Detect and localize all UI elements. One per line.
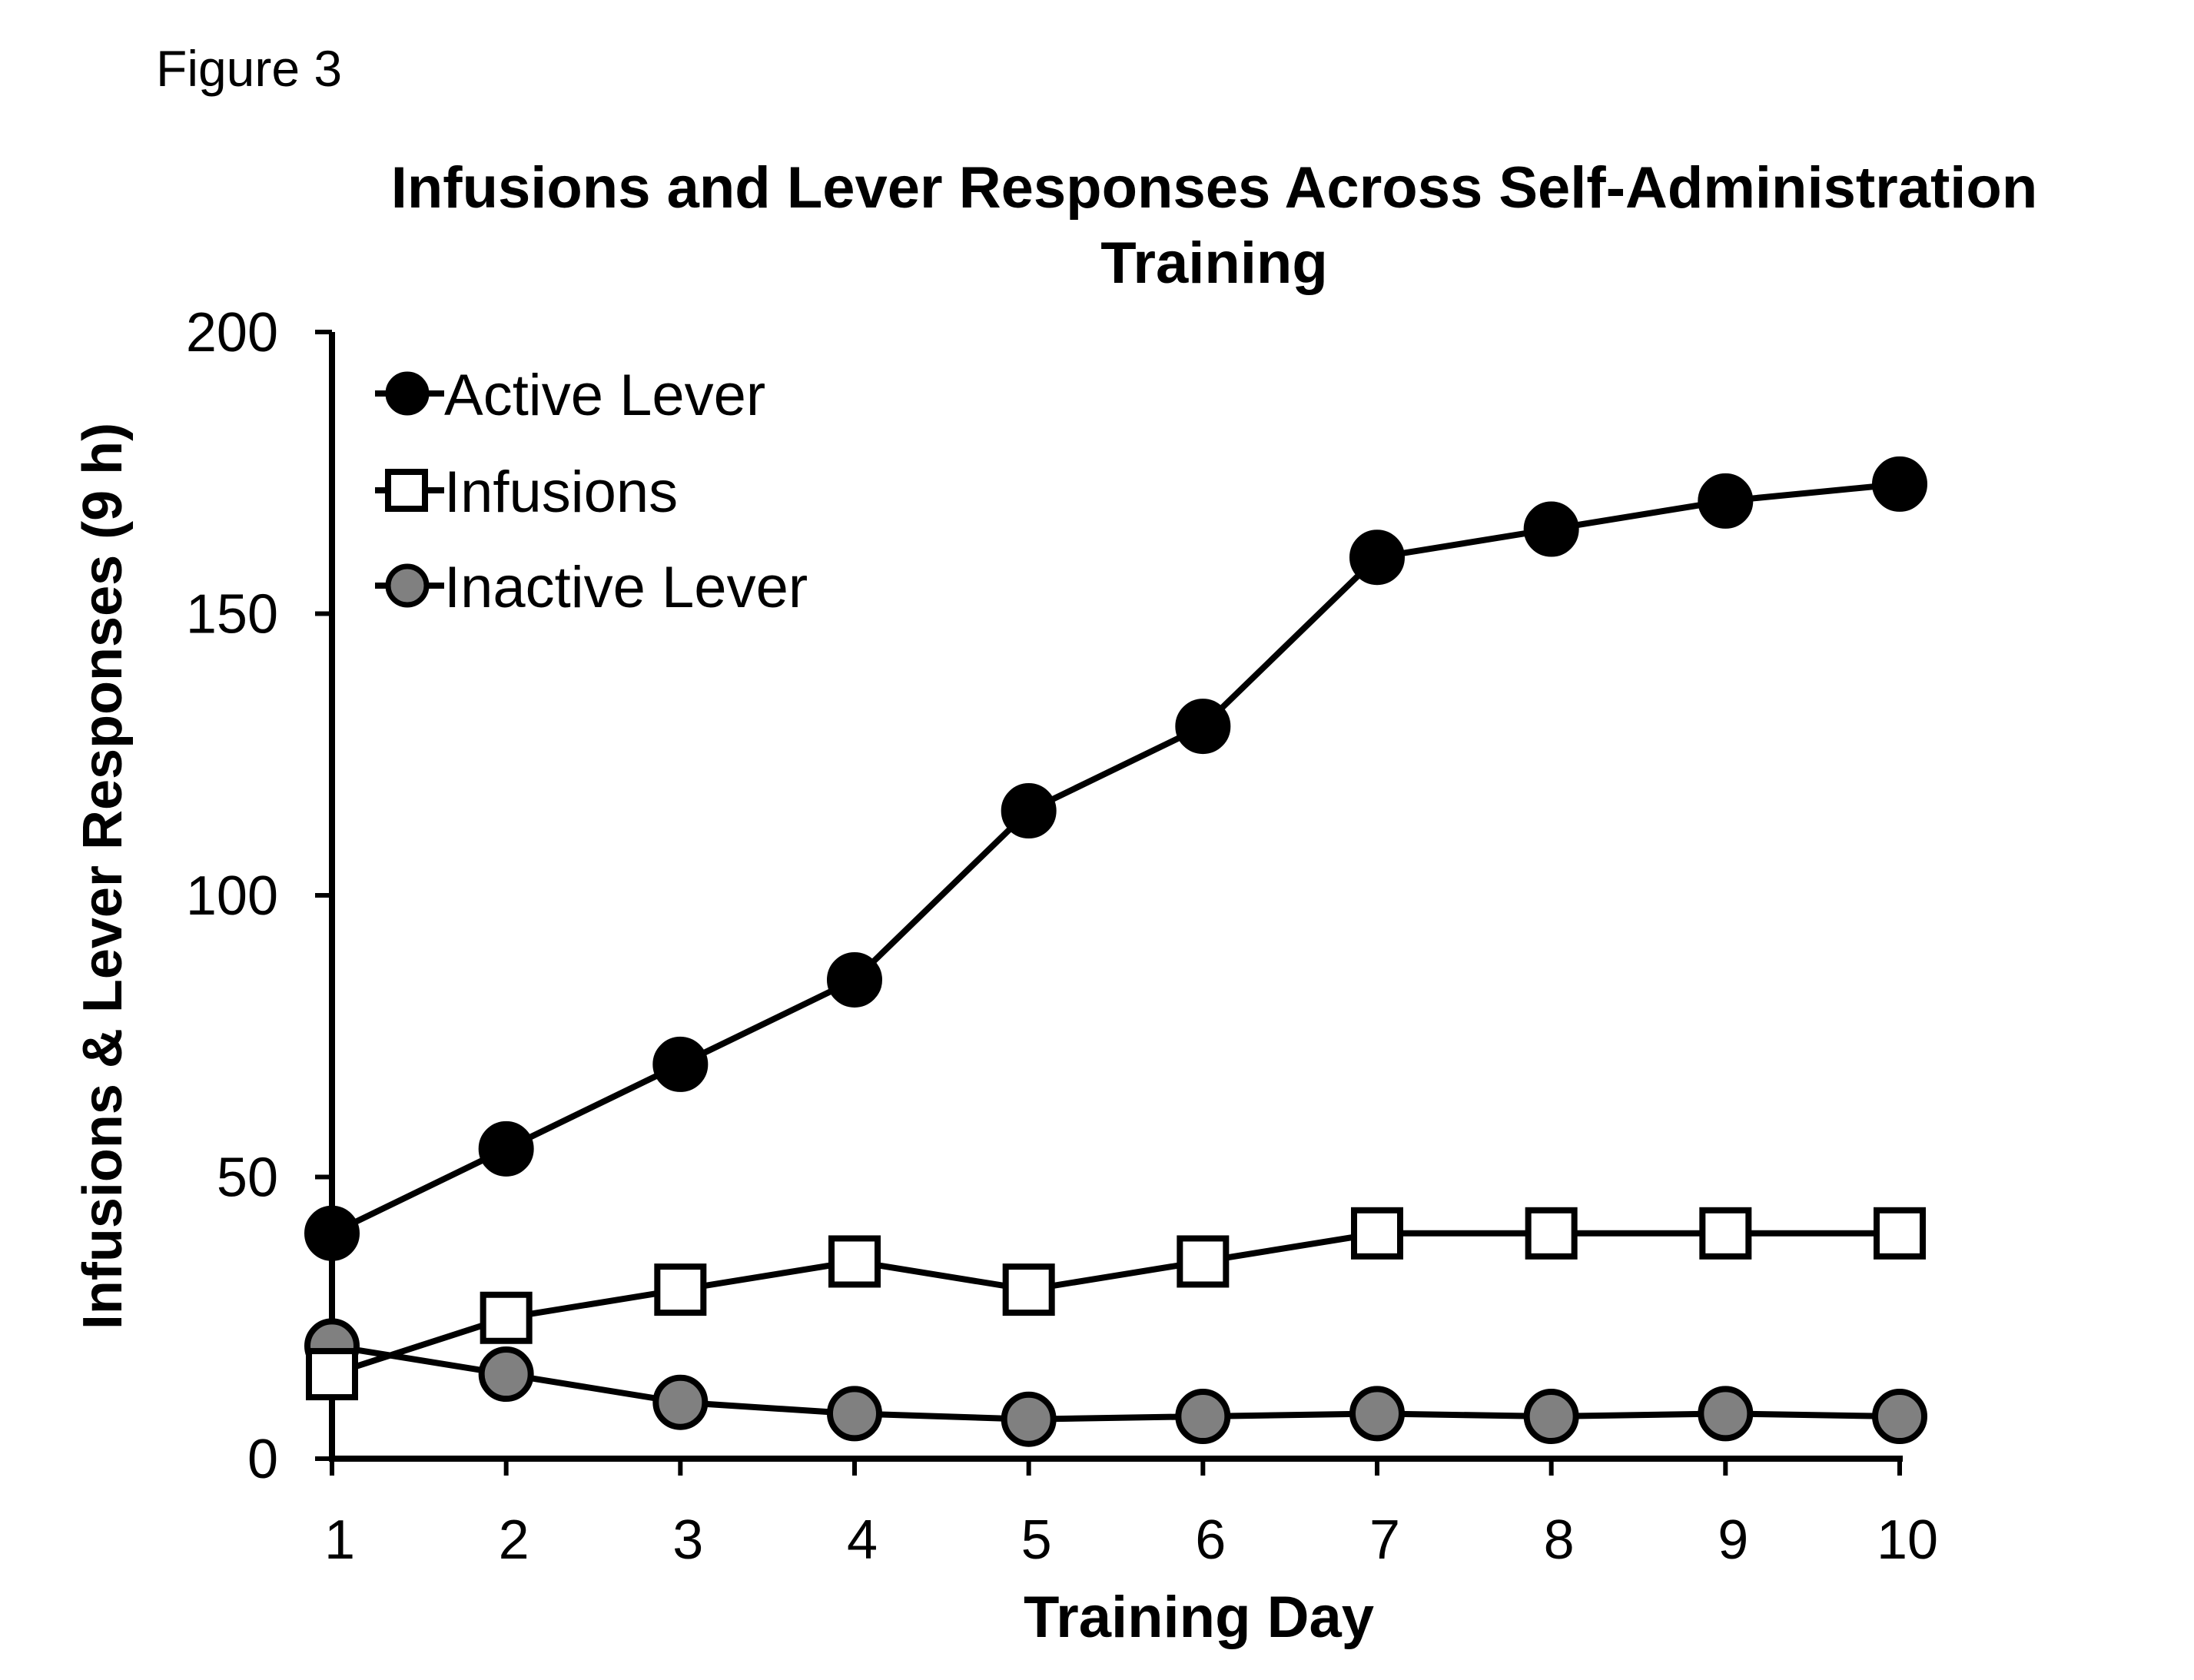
x-tick-label: 8: [1544, 1509, 1575, 1571]
series-layer: [304, 456, 1927, 1447]
legend-label: Infusions: [444, 460, 678, 525]
data-point: [827, 1386, 882, 1442]
x-tick-label: 1: [324, 1509, 355, 1571]
y-tick-label: 200: [186, 302, 278, 364]
series-infusions: [306, 1207, 1926, 1401]
data-point: [306, 1348, 358, 1401]
x-tick-label: 3: [672, 1509, 703, 1571]
x-tick-label: 6: [1195, 1509, 1226, 1571]
data-point: [478, 1346, 534, 1403]
legend-entry: Inactive Lever: [375, 555, 808, 620]
data-point: [478, 1121, 534, 1177]
data-point: [1002, 1263, 1055, 1316]
series-line: [330, 1230, 1900, 1377]
x-tick-label: 2: [499, 1509, 529, 1571]
series-line: [331, 1343, 1900, 1423]
data-point: [1699, 1207, 1752, 1260]
data-point: [1698, 473, 1754, 529]
series-inactive-lever: [304, 1318, 1927, 1447]
data-point: [304, 1205, 360, 1261]
legend-entry: Infusions: [375, 460, 678, 525]
series-active-lever: [304, 456, 1927, 1261]
y-tick-label: 150: [186, 584, 278, 646]
legend: Active Lever Infusions Inactive Lever: [375, 363, 808, 620]
data-point: [1698, 1386, 1754, 1442]
data-point: [480, 1291, 533, 1344]
x-tick-label: 5: [1021, 1509, 1052, 1571]
data-point: [1349, 530, 1405, 586]
legend-entry: Active Lever: [375, 363, 765, 428]
x-tick-label: 10: [1877, 1509, 1938, 1571]
y-tick-label: 100: [186, 865, 278, 927]
legend-label: Inactive Lever: [444, 555, 808, 620]
chart-title-line-2: Training: [1100, 231, 1328, 296]
legend-marker: [385, 563, 430, 608]
data-point: [1872, 1389, 1927, 1445]
data-point: [1001, 1391, 1057, 1447]
data-point: [654, 1263, 707, 1316]
x-axis-label: Training Day: [1024, 1585, 1374, 1650]
data-point: [1523, 1389, 1579, 1445]
x-tick-label: 9: [1718, 1509, 1748, 1571]
data-point: [1351, 1207, 1403, 1260]
y-tick-label: 0: [247, 1429, 278, 1490]
legend-label: Active Lever: [444, 363, 765, 428]
data-point: [1523, 501, 1579, 557]
series-line: [330, 480, 1900, 1237]
data-point: [1525, 1207, 1578, 1260]
data-point: [652, 1036, 709, 1092]
chart-title-line-1: Infusions and Lever Responses Across Sel…: [391, 155, 2038, 221]
data-point: [1001, 783, 1057, 839]
data-point: [1177, 1235, 1230, 1288]
data-point: [828, 1235, 881, 1288]
data-point: [1349, 1386, 1405, 1442]
data-point: [827, 951, 882, 1008]
legend-marker: [385, 371, 430, 416]
data-point: [1175, 1389, 1231, 1445]
y-tick-label: 50: [217, 1147, 278, 1209]
data-point: [652, 1374, 709, 1430]
data-point: [1175, 699, 1231, 755]
axes: 0 50 100 150 200 1 2 3 4 5 6 7 8 9 10: [186, 302, 1938, 1571]
x-tick-label: 4: [847, 1509, 878, 1571]
data-point: [1874, 1207, 1926, 1260]
legend-marker: [385, 469, 428, 512]
data-point: [1872, 456, 1927, 512]
y-axis-label: Infusions & Lever Responses (9 h): [72, 423, 134, 1330]
x-tick-label: 7: [1369, 1509, 1400, 1571]
figure-label: Figure 3: [156, 40, 342, 97]
